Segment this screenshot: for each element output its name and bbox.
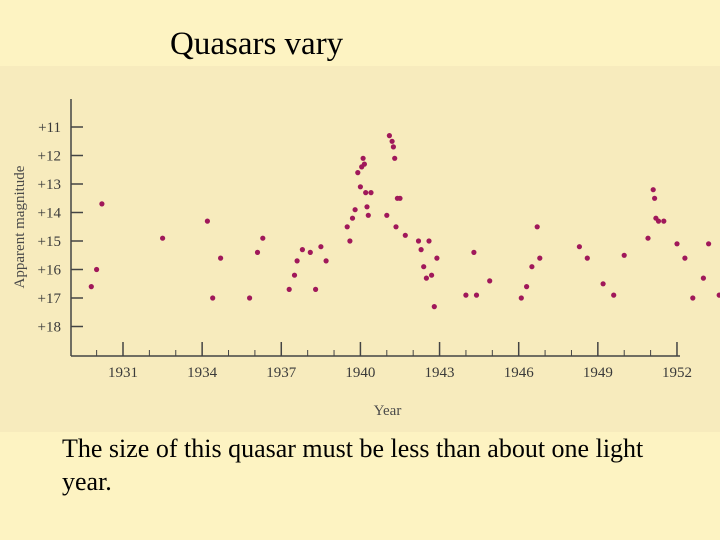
- data-point: [537, 255, 543, 261]
- x-tick-label: 1943: [425, 365, 455, 381]
- data-point: [463, 292, 469, 298]
- data-point: [431, 304, 437, 310]
- data-point: [368, 190, 374, 196]
- data-point: [471, 249, 477, 255]
- data-point: [529, 264, 535, 270]
- data-point: [347, 238, 353, 244]
- data-point: [260, 235, 266, 241]
- data-point: [361, 161, 367, 167]
- data-point: [204, 218, 210, 224]
- data-point: [611, 292, 617, 298]
- data-point: [254, 249, 261, 255]
- slide-title: Quasars vary: [170, 26, 344, 62]
- data-point: [384, 212, 390, 218]
- data-point: [349, 215, 356, 221]
- data-point: [600, 281, 606, 287]
- y-axis: +11 +12 +13 +14 +15 +16 +17 +18: [38, 99, 83, 356]
- data-point: [286, 286, 292, 292]
- data-point: [421, 264, 427, 270]
- y-tick-label: +16: [38, 263, 62, 279]
- data-point: [576, 244, 583, 250]
- x-tick-label: 1937: [266, 365, 297, 381]
- slide-caption: The size of this quasar must be less tha…: [62, 434, 644, 496]
- y-tick-label: +12: [38, 149, 61, 165]
- y-tick-label: +15: [38, 234, 61, 250]
- data-point: [415, 238, 422, 244]
- data-point: [690, 295, 696, 301]
- data-point: [88, 284, 94, 290]
- data-point: [389, 138, 395, 144]
- data-point: [402, 232, 408, 238]
- data-point: [674, 241, 680, 247]
- data-point: [160, 235, 166, 241]
- data-point: [487, 278, 493, 284]
- data-points: [88, 133, 720, 310]
- data-point: [473, 292, 480, 298]
- data-point: [299, 247, 305, 253]
- y-tick-label: +11: [38, 120, 61, 136]
- data-point: [682, 255, 688, 261]
- data-point: [621, 252, 627, 258]
- data-point: [518, 295, 524, 301]
- data-point: [294, 258, 300, 264]
- x-tick-label: 1940: [345, 365, 375, 381]
- data-point: [423, 275, 429, 281]
- data-point: [210, 295, 216, 301]
- data-point: [434, 255, 440, 261]
- data-point: [291, 272, 298, 278]
- data-point: [352, 207, 358, 213]
- scatter-chart: +11 +12 +13 +14 +15 +16 +17 +18 1931 1934 1937 194…: [12, 99, 720, 419]
- x-tick-label: 1952: [662, 365, 692, 381]
- data-point: [318, 244, 324, 250]
- data-point: [313, 286, 319, 292]
- data-point: [390, 144, 396, 150]
- data-point: [247, 295, 253, 301]
- x-tick-label: 1949: [583, 365, 613, 381]
- data-point: [392, 155, 398, 161]
- data-point: [655, 218, 662, 224]
- data-point: [397, 195, 403, 201]
- x-axis-title: Year: [374, 403, 402, 419]
- data-point: [706, 241, 712, 247]
- data-point: [357, 184, 363, 190]
- data-point: [365, 212, 371, 218]
- data-point: [360, 155, 366, 161]
- data-point: [716, 292, 720, 298]
- data-point: [652, 195, 658, 201]
- data-point: [418, 247, 424, 253]
- data-point: [355, 170, 361, 176]
- x-tick-label: 1931: [108, 365, 138, 381]
- data-point: [426, 238, 432, 244]
- data-point: [645, 235, 651, 241]
- data-point: [650, 187, 656, 193]
- data-point: [218, 255, 224, 261]
- x-tick-label: 1934: [187, 365, 218, 381]
- data-point: [393, 224, 399, 230]
- chart-panel: [0, 66, 720, 432]
- x-tick-label: 1946: [504, 365, 535, 381]
- data-point: [429, 272, 435, 278]
- x-axis: 1931 1934 1937 1940 1943 1946 1949 1952: [71, 342, 692, 381]
- data-point: [99, 201, 105, 207]
- data-point: [584, 255, 590, 261]
- data-point: [364, 204, 370, 210]
- data-point: [323, 258, 329, 264]
- data-point: [524, 284, 530, 290]
- data-point: [661, 218, 667, 224]
- data-point: [363, 190, 369, 196]
- data-point: [307, 249, 313, 255]
- y-tick-label: +18: [38, 320, 61, 336]
- data-point: [700, 275, 707, 281]
- y-tick-label: +17: [38, 291, 62, 307]
- y-tick-label: +13: [38, 177, 61, 193]
- data-point: [386, 133, 392, 139]
- y-tick-label: +14: [38, 206, 62, 222]
- data-point: [344, 224, 350, 230]
- data-point: [94, 266, 100, 273]
- y-axis-title: Apparent magnitude: [12, 165, 28, 288]
- data-point: [534, 224, 540, 230]
